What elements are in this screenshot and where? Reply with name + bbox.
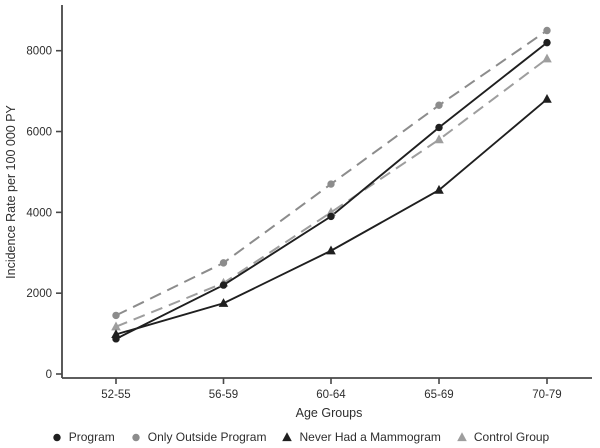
axis-layer xyxy=(56,5,592,384)
triangle-marker-icon xyxy=(457,432,467,442)
y-tick-label: 8000 xyxy=(26,46,52,58)
series-marker-never-had-a-mammogram xyxy=(434,184,444,194)
y-tick-label: 2000 xyxy=(26,288,52,300)
series-marker-only-outside-program xyxy=(112,311,120,320)
legend-item-never-had-a-mammogram: Never Had a Mammogram xyxy=(281,430,441,444)
y-axis-title: Incidence Rate per 100 000 PY xyxy=(4,104,18,278)
line-chart-svg: 0 2000 4000 6000 8000 52-55 56-59 60-64 65-69 70-… xyxy=(4,5,592,420)
series-marker-never-had-a-mammogram xyxy=(542,93,552,103)
legend-item-label: Never Had a Mammogram xyxy=(299,430,441,444)
x-tick-label: 65-69 xyxy=(424,389,453,401)
legend-marker-shape xyxy=(53,433,61,442)
legend-item-program: Program xyxy=(51,430,115,444)
legend-item-control-group: Control Group xyxy=(456,430,549,444)
series-line-control-group xyxy=(115,57,548,328)
series-layer xyxy=(111,26,552,343)
chart-legend: Program Only Outside Program Never Had a M… xyxy=(0,427,600,447)
x-tick-label: 52-55 xyxy=(101,389,130,401)
series-marker-only-outside-program xyxy=(435,101,443,109)
series-marker-program xyxy=(543,38,551,47)
circle-marker-icon xyxy=(132,433,140,442)
series-marker-program xyxy=(327,212,335,221)
series-marker-never-had-a-mammogram xyxy=(326,245,336,255)
series-line-only-outside-program xyxy=(115,29,548,317)
x-axis-title: Age Groups xyxy=(296,406,363,420)
series-marker-only-outside-program xyxy=(219,259,228,267)
series-line-program xyxy=(115,41,548,340)
series-marker-never-had-a-mammogram xyxy=(111,329,121,338)
triangle-marker-icon xyxy=(282,432,293,442)
x-tick-label: 56-59 xyxy=(209,389,238,401)
y-tick-label: 4000 xyxy=(26,207,52,219)
legend-marker-shape xyxy=(457,432,467,442)
legend-item-only-outside-program: Only Outside Program xyxy=(130,430,267,444)
legend-item-label: Only Outside Program xyxy=(147,430,267,444)
circle-marker-icon xyxy=(53,433,61,442)
y-tick-label: 0 xyxy=(46,369,52,381)
legend-item-label: Program xyxy=(68,430,115,444)
series-marker-never-had-a-mammogram xyxy=(218,298,229,307)
series-marker-program xyxy=(435,123,443,132)
y-tick-label: 6000 xyxy=(26,127,52,139)
legend-item-label: Control Group xyxy=(473,430,550,444)
series-marker-only-outside-program xyxy=(327,180,335,188)
series-marker-control-group xyxy=(542,53,552,63)
legend-marker-shape xyxy=(282,432,293,442)
series-marker-program xyxy=(219,281,228,289)
x-tick-label: 60-64 xyxy=(316,389,346,401)
series-marker-control-group xyxy=(434,134,444,144)
series-marker-control-group xyxy=(111,321,121,331)
tick-layer: 0 2000 4000 6000 8000 52-55 56-59 60-64 65-69 70-… xyxy=(26,46,561,401)
legend-marker-shape xyxy=(132,433,140,442)
series-marker-only-outside-program xyxy=(543,26,551,35)
x-tick-label: 70-79 xyxy=(532,389,561,401)
